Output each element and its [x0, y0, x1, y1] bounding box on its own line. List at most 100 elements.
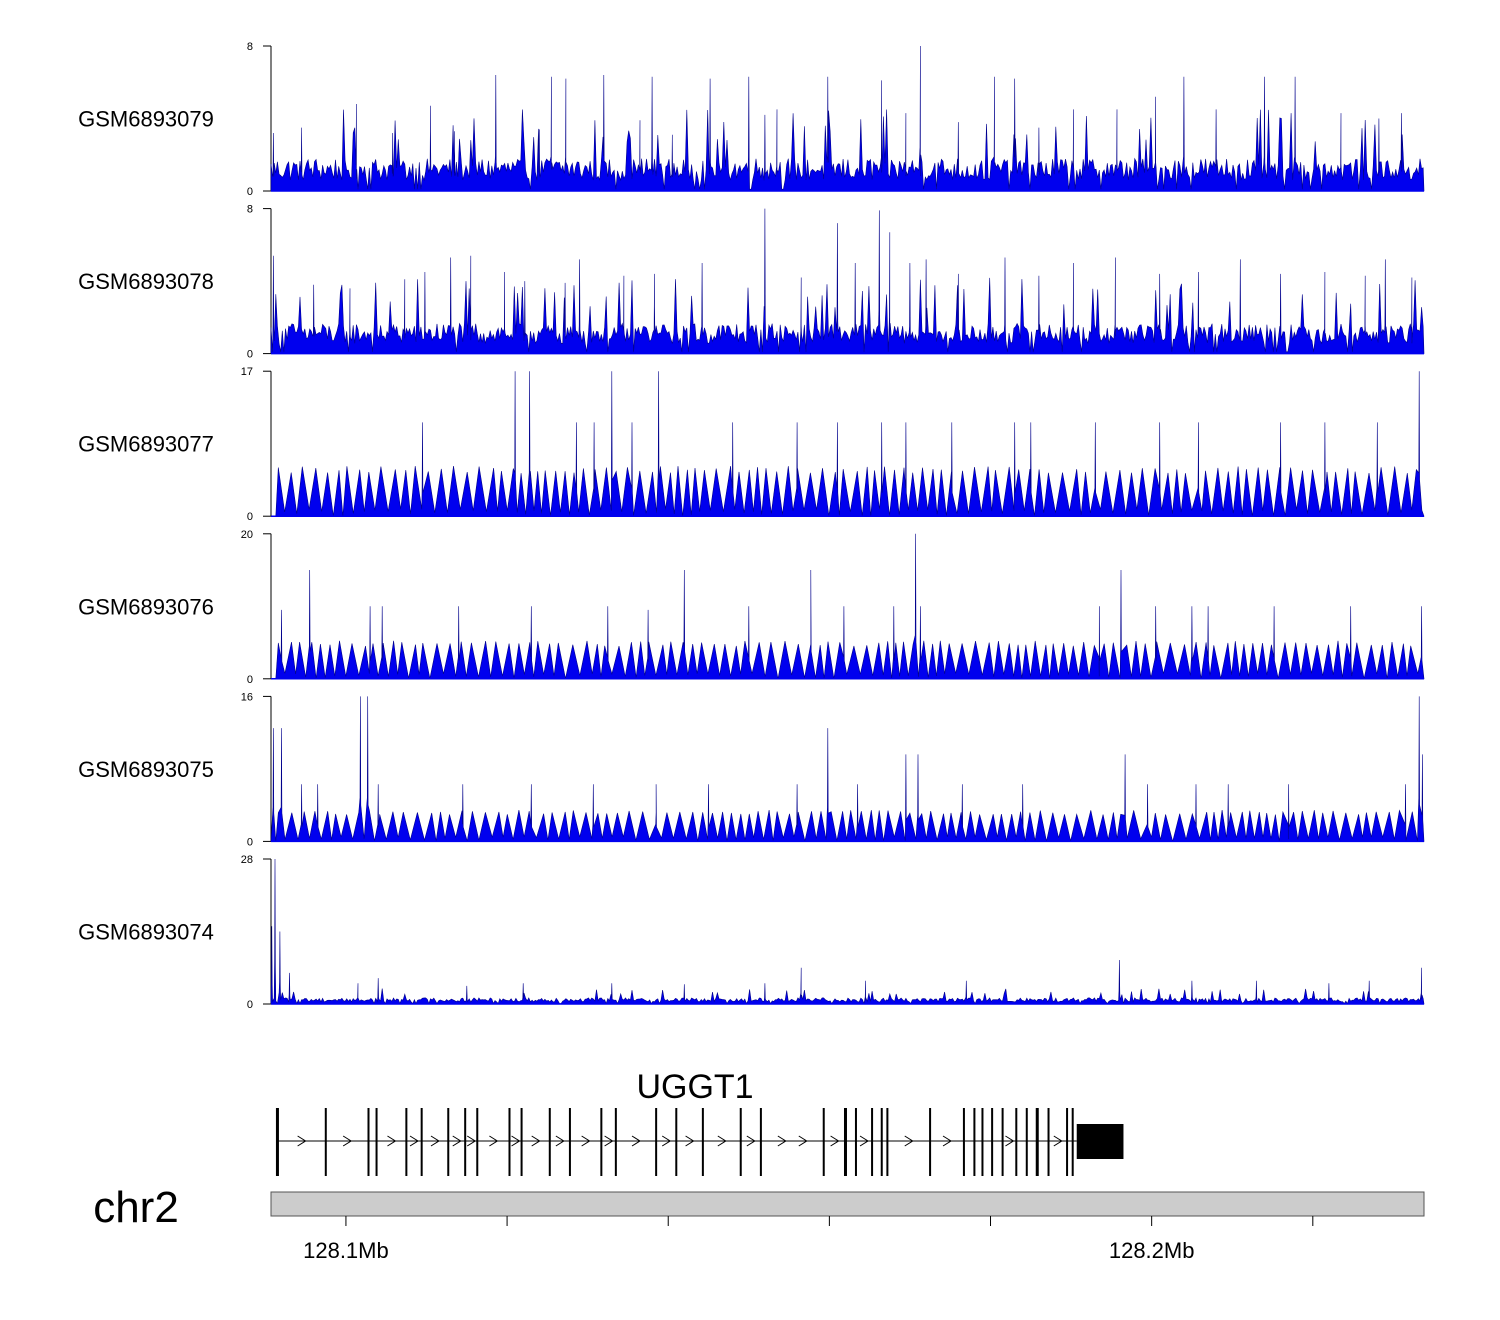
strand-arrow [555, 1135, 565, 1147]
y-tick-label-max: 8 [247, 41, 253, 53]
exon-mark [464, 1108, 467, 1176]
strand-arrow [777, 1135, 787, 1147]
exon-mark [476, 1108, 479, 1176]
exon-mark [1071, 1108, 1074, 1176]
y-tick-label-max: 28 [241, 854, 253, 866]
exon-mark [1001, 1108, 1004, 1176]
track-GSM6893079: GSM6893079 8 0 [78, 41, 1425, 198]
coverage-area [271, 371, 1425, 517]
exon-mark [1066, 1108, 1069, 1176]
exon-mark [600, 1108, 603, 1176]
strand-arrow [1053, 1135, 1063, 1147]
track-GSM6893076: GSM6893076 20 0 [78, 529, 1425, 686]
exon-mark [324, 1108, 327, 1176]
exon-mark [822, 1108, 825, 1176]
coverage-area [270, 45, 1425, 192]
exon-mark [568, 1108, 571, 1176]
coverage-area [271, 533, 1425, 680]
exon-mark [1015, 1108, 1018, 1176]
strand-arrow [531, 1135, 541, 1147]
exon-mark [981, 1108, 984, 1176]
y-tick-label-min: 0 [247, 674, 253, 686]
y-tick-label-min: 0 [247, 836, 253, 848]
exon-mark [929, 1108, 932, 1176]
axis-tick-labels: 128.1Mb 128.2Mb [303, 1238, 1194, 1263]
strand-arrow [746, 1135, 756, 1147]
track-GSM6893074: GSM6893074 28 0 [78, 854, 1425, 1011]
strand-arrow [717, 1135, 727, 1147]
strand-arrow [466, 1135, 477, 1147]
track-label: GSM6893077 [78, 432, 214, 457]
chromosome-label: chr2 [93, 1183, 179, 1232]
gene-name-label: UGGT1 [636, 1068, 753, 1106]
y-tick-label-max: 17 [241, 366, 253, 378]
strand-arrow [342, 1135, 353, 1147]
exon-mark [405, 1108, 408, 1176]
axis-tick-label: 128.2Mb [1109, 1238, 1195, 1263]
strand-arrow [297, 1135, 307, 1147]
exon-mark [739, 1108, 742, 1176]
strand-arrow [511, 1135, 521, 1147]
y-tick-label-min: 0 [247, 999, 253, 1011]
exon-mark [420, 1108, 423, 1176]
exon-mark [973, 1108, 976, 1176]
genome-axis: chr2 128.1Mb 128.2Mb [93, 1183, 1425, 1263]
exon-mark [886, 1108, 889, 1176]
chromosome-bar [270, 1191, 1425, 1217]
y-tick-label-min: 0 [247, 511, 253, 523]
exon-mark [854, 1108, 857, 1176]
strand-arrow [489, 1135, 499, 1147]
strand-arrow [387, 1135, 397, 1147]
gene-strand-arrows [297, 1135, 1063, 1147]
y-tick-label-min: 0 [247, 349, 253, 361]
exon-mark [508, 1108, 511, 1176]
exon-mark [880, 1108, 883, 1176]
strand-arrow [430, 1135, 440, 1147]
exon-mark [675, 1108, 678, 1176]
strand-arrow [830, 1135, 840, 1147]
axis-tick-label: 128.1Mb [303, 1238, 389, 1263]
coverage-area [270, 696, 1425, 842]
strand-arrow [904, 1135, 914, 1147]
gene-exons [275, 1108, 1124, 1176]
exon-mark [447, 1108, 450, 1176]
exon-mark [367, 1108, 370, 1176]
strand-arrow [685, 1135, 695, 1147]
gene-track-ugg1: UGGT1 [275, 1068, 1124, 1176]
exon-mark [1025, 1108, 1028, 1176]
track-GSM6893077: GSM6893077 17 0 [78, 366, 1425, 523]
strand-arrow [409, 1135, 419, 1147]
strand-arrow [942, 1135, 952, 1147]
strand-arrow [1005, 1135, 1015, 1147]
exon-mark [1035, 1108, 1039, 1176]
y-tick-label-min: 0 [247, 186, 253, 198]
exon-mark [759, 1108, 762, 1176]
axis-ticks [345, 1216, 1314, 1226]
exon-mark [991, 1108, 994, 1176]
data-tracks: GSM689307980GSM689307880GSM6893077170GSM… [78, 41, 1425, 1011]
track-label: GSM6893074 [78, 920, 214, 945]
exon-mark [701, 1108, 704, 1176]
exon-mark [520, 1108, 523, 1176]
exon-utr-block [1076, 1124, 1124, 1159]
exon-mark [962, 1108, 965, 1176]
track-GSM6893075: GSM6893075 16 0 [78, 691, 1425, 848]
y-tick-label-max: 8 [247, 204, 253, 216]
track-label: GSM6893079 [78, 107, 214, 132]
exon-mark [275, 1108, 279, 1176]
coverage-area [270, 208, 1425, 354]
exon-mark [548, 1108, 551, 1176]
exon-mark [375, 1108, 378, 1176]
track-label: GSM6893076 [78, 594, 214, 619]
exon-mark [871, 1108, 874, 1176]
exon-mark [614, 1108, 617, 1176]
strand-arrow [661, 1135, 672, 1147]
strand-arrow [581, 1135, 591, 1147]
exon-mark [1047, 1108, 1050, 1176]
y-tick-label-max: 20 [241, 529, 253, 541]
strand-arrow [604, 1135, 614, 1147]
strand-arrow [631, 1135, 641, 1147]
y-tick-label-max: 16 [241, 691, 253, 703]
strand-arrow [859, 1135, 869, 1147]
